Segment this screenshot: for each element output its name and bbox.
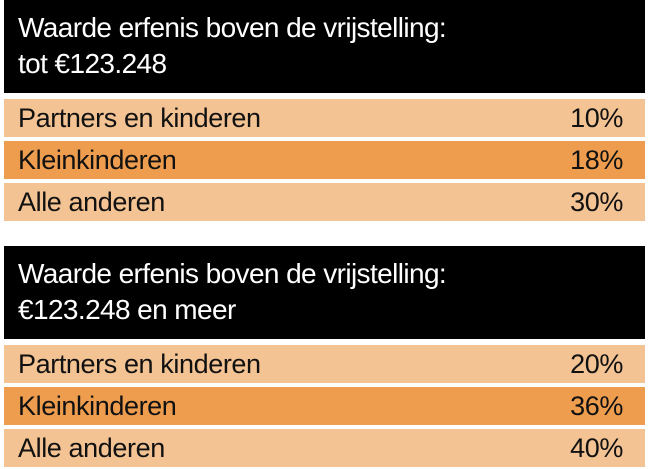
row-label: Partners en kinderen [18, 348, 261, 379]
table-header: Waarde erfenis boven de vrijstelling: €1… [4, 246, 645, 339]
table-row: Partners en kinderen 10% [4, 99, 645, 137]
header-threshold: tot €123.248 [18, 48, 167, 79]
header-threshold: €123.248 en meer [18, 294, 236, 325]
header-title: Waarde erfenis boven de vrijstelling: [18, 12, 447, 43]
row-label: Kleinkinderen [18, 144, 177, 175]
row-label: Alle anderen [18, 186, 165, 217]
row-rate: 18% [570, 144, 623, 175]
row-label: Kleinkinderen [18, 390, 177, 421]
row-rate: 20% [570, 348, 623, 379]
table-row: Alle anderen 30% [4, 183, 645, 221]
table-row: Alle anderen 40% [4, 429, 645, 467]
row-rate: 30% [570, 186, 623, 217]
row-rate: 40% [570, 432, 623, 463]
row-label: Alle anderen [18, 432, 165, 463]
table-row: Partners en kinderen 20% [4, 345, 645, 383]
rate-rows: Partners en kinderen 20% Kleinkinderen 3… [4, 345, 645, 467]
table-row: Kleinkinderen 36% [4, 387, 645, 425]
row-label: Partners en kinderen [18, 102, 261, 133]
table-header: Waarde erfenis boven de vrijstelling: to… [4, 0, 645, 93]
row-rate: 10% [570, 102, 623, 133]
rate-rows: Partners en kinderen 10% Kleinkinderen 1… [4, 99, 645, 221]
header-title: Waarde erfenis boven de vrijstelling: [18, 258, 447, 289]
table-row: Kleinkinderen 18% [4, 141, 645, 179]
tax-table-2: Waarde erfenis boven de vrijstelling: €1… [4, 246, 645, 467]
tax-table-1: Waarde erfenis boven de vrijstelling: to… [4, 0, 645, 221]
row-rate: 36% [570, 390, 623, 421]
